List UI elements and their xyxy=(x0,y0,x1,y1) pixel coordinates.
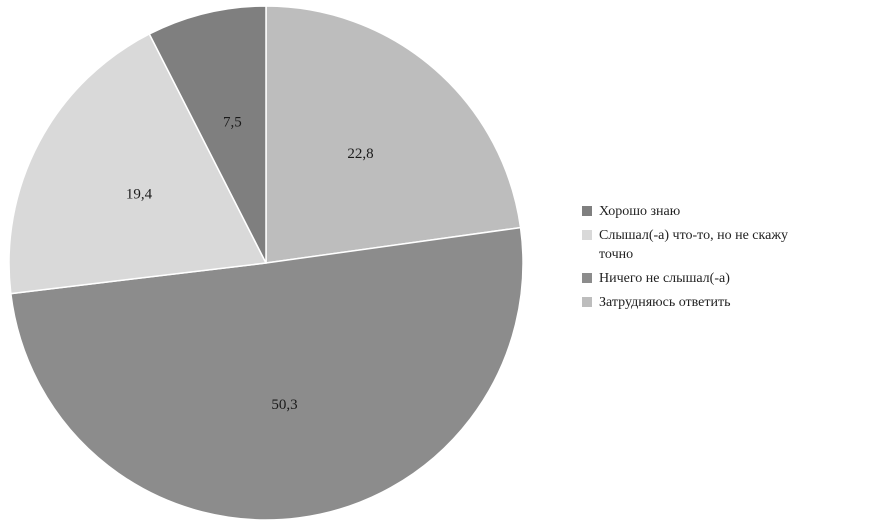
legend-label-1-line-0: Слышал(-а) что-то, но не скажу xyxy=(599,228,788,243)
slice-value-label-2: 19,4 xyxy=(126,187,153,203)
legend-swatch-3 xyxy=(582,297,592,307)
legend-label-0-line-0: Хорошо знаю xyxy=(599,204,680,219)
pie-slice-0 xyxy=(265,5,522,264)
pie-slice-2 xyxy=(8,33,268,295)
legend-swatch-2 xyxy=(582,273,592,283)
legend-swatch-1 xyxy=(582,230,592,240)
legend-item-0: Хорошо знаю xyxy=(582,204,680,219)
legend-label-2-line-0: Ничего не слышал(-а) xyxy=(599,271,730,286)
chart-legend: Хорошо знаю Слышал(-а) что-то, но не скаж… xyxy=(582,204,788,310)
pie-slice-labels: 22,8 50,3 19,4 7,5 xyxy=(126,114,374,413)
legend-item-1: Слышал(-а) что-то, но не скажу точно xyxy=(582,228,788,262)
slice-value-label-3: 7,5 xyxy=(223,114,242,130)
pie-slices xyxy=(8,5,524,521)
pie-slice-3 xyxy=(148,5,267,264)
legend-label-1-line-1: точно xyxy=(599,247,633,262)
legend-swatch-0 xyxy=(582,206,592,216)
legend-label-3-line-0: Затрудняюсь ответить xyxy=(599,295,731,310)
slice-value-label-0: 22,8 xyxy=(347,146,373,162)
pie-slice-1 xyxy=(9,226,524,521)
legend-item-3: Затрудняюсь ответить xyxy=(582,295,731,310)
legend-item-2: Ничего не слышал(-а) xyxy=(582,271,730,286)
slice-value-label-1: 50,3 xyxy=(271,397,297,413)
